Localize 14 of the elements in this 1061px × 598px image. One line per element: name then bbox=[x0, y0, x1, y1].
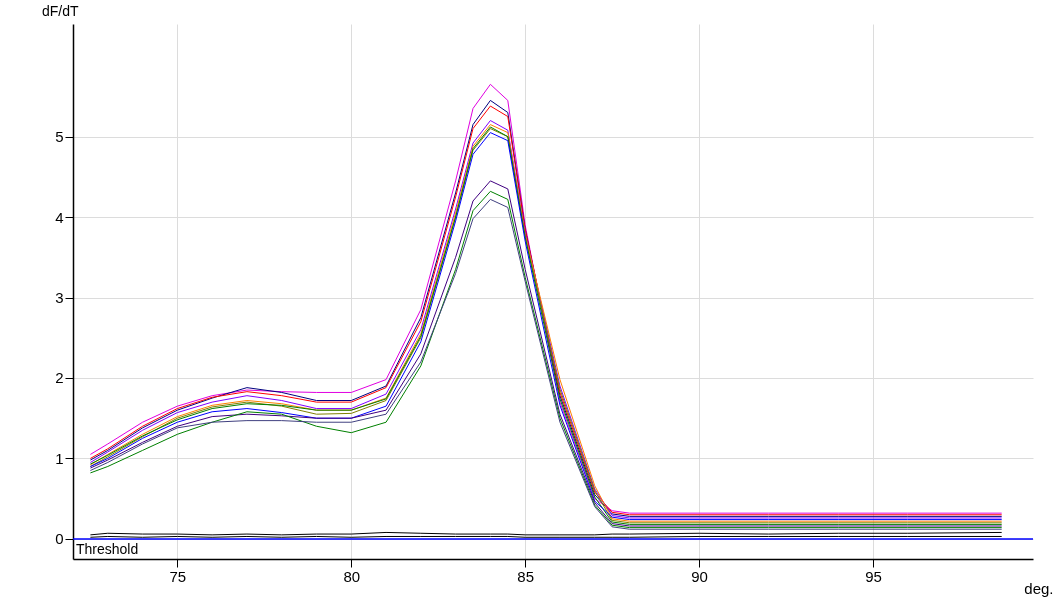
y-tick-label: 1 bbox=[55, 449, 64, 467]
y-tick-label: 3 bbox=[55, 289, 64, 307]
y-tick-label: 5 bbox=[55, 128, 64, 146]
ref-line-label: Threshold bbox=[76, 540, 139, 557]
x-axis-title: deg. bbox=[1024, 579, 1054, 597]
x-tick-label: 90 bbox=[691, 567, 708, 585]
y-tick-label: 2 bbox=[55, 369, 64, 387]
x-tick-label: 95 bbox=[865, 567, 882, 585]
x-tick-label: 75 bbox=[169, 567, 187, 585]
y-tick-label: 4 bbox=[55, 208, 64, 226]
y-tick-label: 0 bbox=[55, 530, 64, 548]
x-tick-label: 80 bbox=[343, 567, 361, 585]
x-tick-label: 85 bbox=[517, 567, 535, 585]
y-axis-title: dF/dT bbox=[41, 2, 79, 19]
